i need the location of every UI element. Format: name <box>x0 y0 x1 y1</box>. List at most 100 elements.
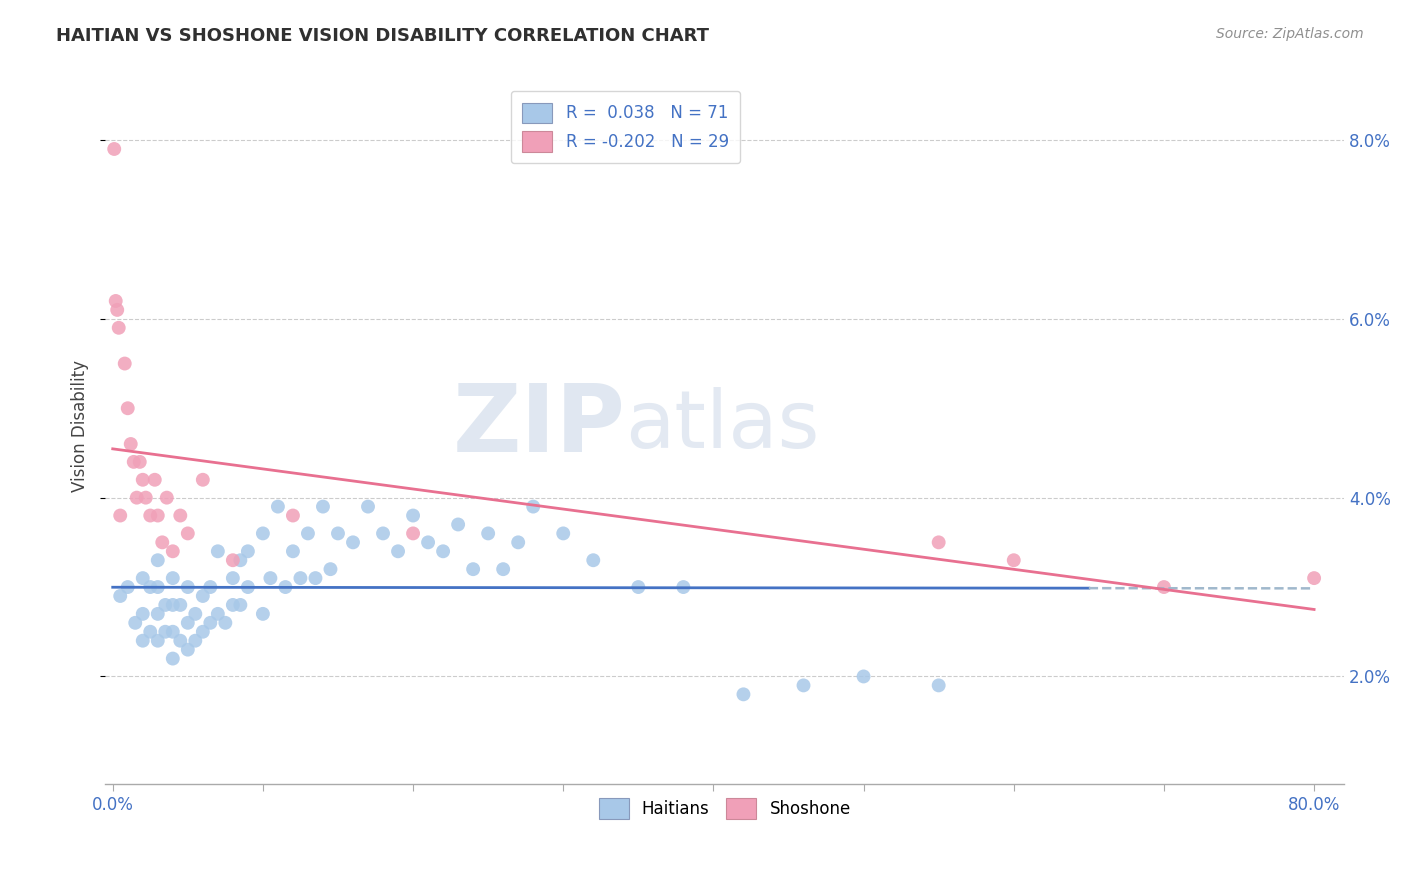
Point <box>177 580 200 594</box>
Point <box>402 526 425 541</box>
Point <box>120 437 142 451</box>
Point <box>200 580 222 594</box>
Point <box>139 508 162 523</box>
Point <box>432 544 454 558</box>
Point <box>290 571 312 585</box>
Point <box>229 553 252 567</box>
Point <box>169 633 191 648</box>
Point <box>146 607 169 621</box>
Point <box>177 615 200 630</box>
Point <box>139 624 162 639</box>
Point <box>312 500 335 514</box>
Point <box>146 633 169 648</box>
Point <box>155 598 177 612</box>
Point <box>162 598 184 612</box>
Point <box>184 633 207 648</box>
Point <box>672 580 695 594</box>
Point <box>1303 571 1326 585</box>
Point <box>117 580 139 594</box>
Point <box>477 526 499 541</box>
Point <box>447 517 470 532</box>
Point <box>110 508 132 523</box>
Point <box>103 142 125 156</box>
Point <box>326 526 349 541</box>
Point <box>104 293 127 308</box>
Point <box>146 580 169 594</box>
Point <box>156 491 179 505</box>
Text: HAITIAN VS SHOSHONE VISION DISABILITY CORRELATION CHART: HAITIAN VS SHOSHONE VISION DISABILITY CO… <box>56 27 709 45</box>
Point <box>304 571 326 585</box>
Point <box>319 562 342 576</box>
Point <box>371 526 394 541</box>
Point <box>508 535 530 549</box>
Point <box>582 553 605 567</box>
Point <box>492 562 515 576</box>
Point <box>236 544 259 558</box>
Point <box>105 302 128 317</box>
Point <box>229 598 252 612</box>
Point <box>627 580 650 594</box>
Point <box>267 500 290 514</box>
Point <box>214 615 236 630</box>
Point <box>117 401 139 416</box>
Point <box>139 580 162 594</box>
Point <box>207 607 229 621</box>
Point <box>169 598 191 612</box>
Point <box>387 544 409 558</box>
Legend: Haitians, Shoshone: Haitians, Shoshone <box>592 792 858 825</box>
Point <box>132 607 155 621</box>
Point <box>222 598 245 612</box>
Point <box>162 544 184 558</box>
Point <box>852 669 875 683</box>
Point <box>162 571 184 585</box>
Point <box>107 320 129 334</box>
Point <box>125 491 148 505</box>
Point <box>191 589 214 603</box>
Point <box>162 624 184 639</box>
Point <box>184 607 207 621</box>
Point <box>191 624 214 639</box>
Point <box>128 455 150 469</box>
Point <box>297 526 319 541</box>
Point <box>191 473 214 487</box>
Point <box>110 589 132 603</box>
Point <box>207 544 229 558</box>
Point <box>928 535 950 549</box>
Point <box>135 491 157 505</box>
Point <box>132 633 155 648</box>
Point <box>792 678 814 692</box>
Point <box>522 500 544 514</box>
Point <box>114 357 136 371</box>
Point <box>222 553 245 567</box>
Point <box>342 535 364 549</box>
Point <box>553 526 575 541</box>
Point <box>1153 580 1175 594</box>
Point <box>169 508 191 523</box>
Text: Source: ZipAtlas.com: Source: ZipAtlas.com <box>1216 27 1364 41</box>
Text: atlas: atlas <box>626 387 820 465</box>
Point <box>733 687 755 701</box>
Point <box>274 580 297 594</box>
Point <box>463 562 485 576</box>
Point <box>146 508 169 523</box>
Point <box>357 500 380 514</box>
Point <box>150 535 173 549</box>
Point <box>177 642 200 657</box>
Point <box>177 526 200 541</box>
Point <box>236 580 259 594</box>
Point <box>146 553 169 567</box>
Point <box>402 508 425 523</box>
Point <box>143 473 166 487</box>
Point <box>124 615 146 630</box>
Point <box>1002 553 1025 567</box>
Y-axis label: Vision Disability: Vision Disability <box>72 360 89 492</box>
Point <box>281 508 304 523</box>
Point <box>122 455 145 469</box>
Point <box>928 678 950 692</box>
Point <box>132 571 155 585</box>
Point <box>252 526 274 541</box>
Point <box>132 473 155 487</box>
Text: ZIP: ZIP <box>453 380 626 472</box>
Point <box>200 615 222 630</box>
Point <box>155 624 177 639</box>
